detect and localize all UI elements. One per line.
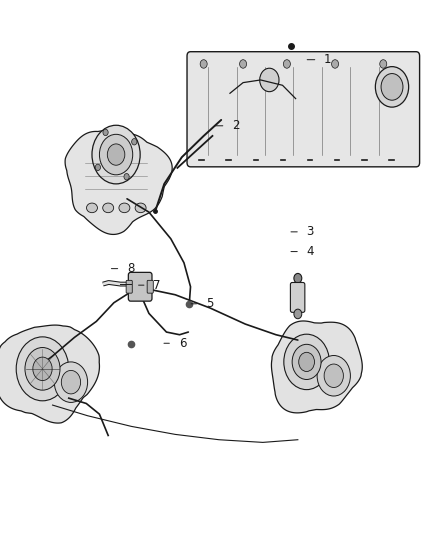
- Circle shape: [95, 164, 100, 171]
- Ellipse shape: [87, 203, 97, 213]
- Circle shape: [99, 134, 133, 175]
- Circle shape: [107, 144, 125, 165]
- Circle shape: [380, 60, 387, 68]
- Circle shape: [299, 352, 314, 372]
- Circle shape: [132, 139, 137, 145]
- Circle shape: [332, 60, 339, 68]
- Circle shape: [283, 60, 290, 68]
- Circle shape: [124, 174, 129, 180]
- Text: 5: 5: [206, 297, 213, 310]
- Circle shape: [16, 337, 69, 401]
- Text: 1: 1: [324, 53, 332, 66]
- Ellipse shape: [119, 203, 130, 213]
- FancyBboxPatch shape: [126, 280, 132, 293]
- FancyBboxPatch shape: [128, 272, 152, 301]
- Ellipse shape: [102, 203, 114, 213]
- Circle shape: [294, 309, 302, 319]
- Circle shape: [25, 348, 60, 390]
- Text: 7: 7: [153, 279, 161, 292]
- Circle shape: [375, 67, 409, 107]
- Circle shape: [54, 362, 88, 402]
- FancyBboxPatch shape: [290, 282, 305, 312]
- Circle shape: [240, 60, 247, 68]
- Text: 8: 8: [127, 262, 134, 275]
- Text: 6: 6: [179, 337, 186, 350]
- Circle shape: [33, 357, 52, 381]
- FancyBboxPatch shape: [187, 52, 420, 167]
- Circle shape: [317, 356, 350, 396]
- Polygon shape: [272, 321, 362, 413]
- Circle shape: [200, 60, 207, 68]
- Text: 3: 3: [307, 225, 314, 238]
- Circle shape: [294, 273, 302, 283]
- FancyBboxPatch shape: [147, 280, 153, 293]
- Circle shape: [260, 68, 279, 92]
- Ellipse shape: [135, 203, 146, 213]
- Circle shape: [61, 370, 81, 394]
- Circle shape: [292, 344, 321, 379]
- Circle shape: [103, 129, 108, 135]
- Circle shape: [381, 74, 403, 100]
- Circle shape: [284, 334, 329, 390]
- Polygon shape: [0, 325, 99, 423]
- Circle shape: [92, 125, 140, 184]
- Circle shape: [324, 364, 343, 387]
- Text: 4: 4: [307, 245, 314, 258]
- Polygon shape: [65, 131, 172, 235]
- Text: 2: 2: [232, 119, 240, 132]
